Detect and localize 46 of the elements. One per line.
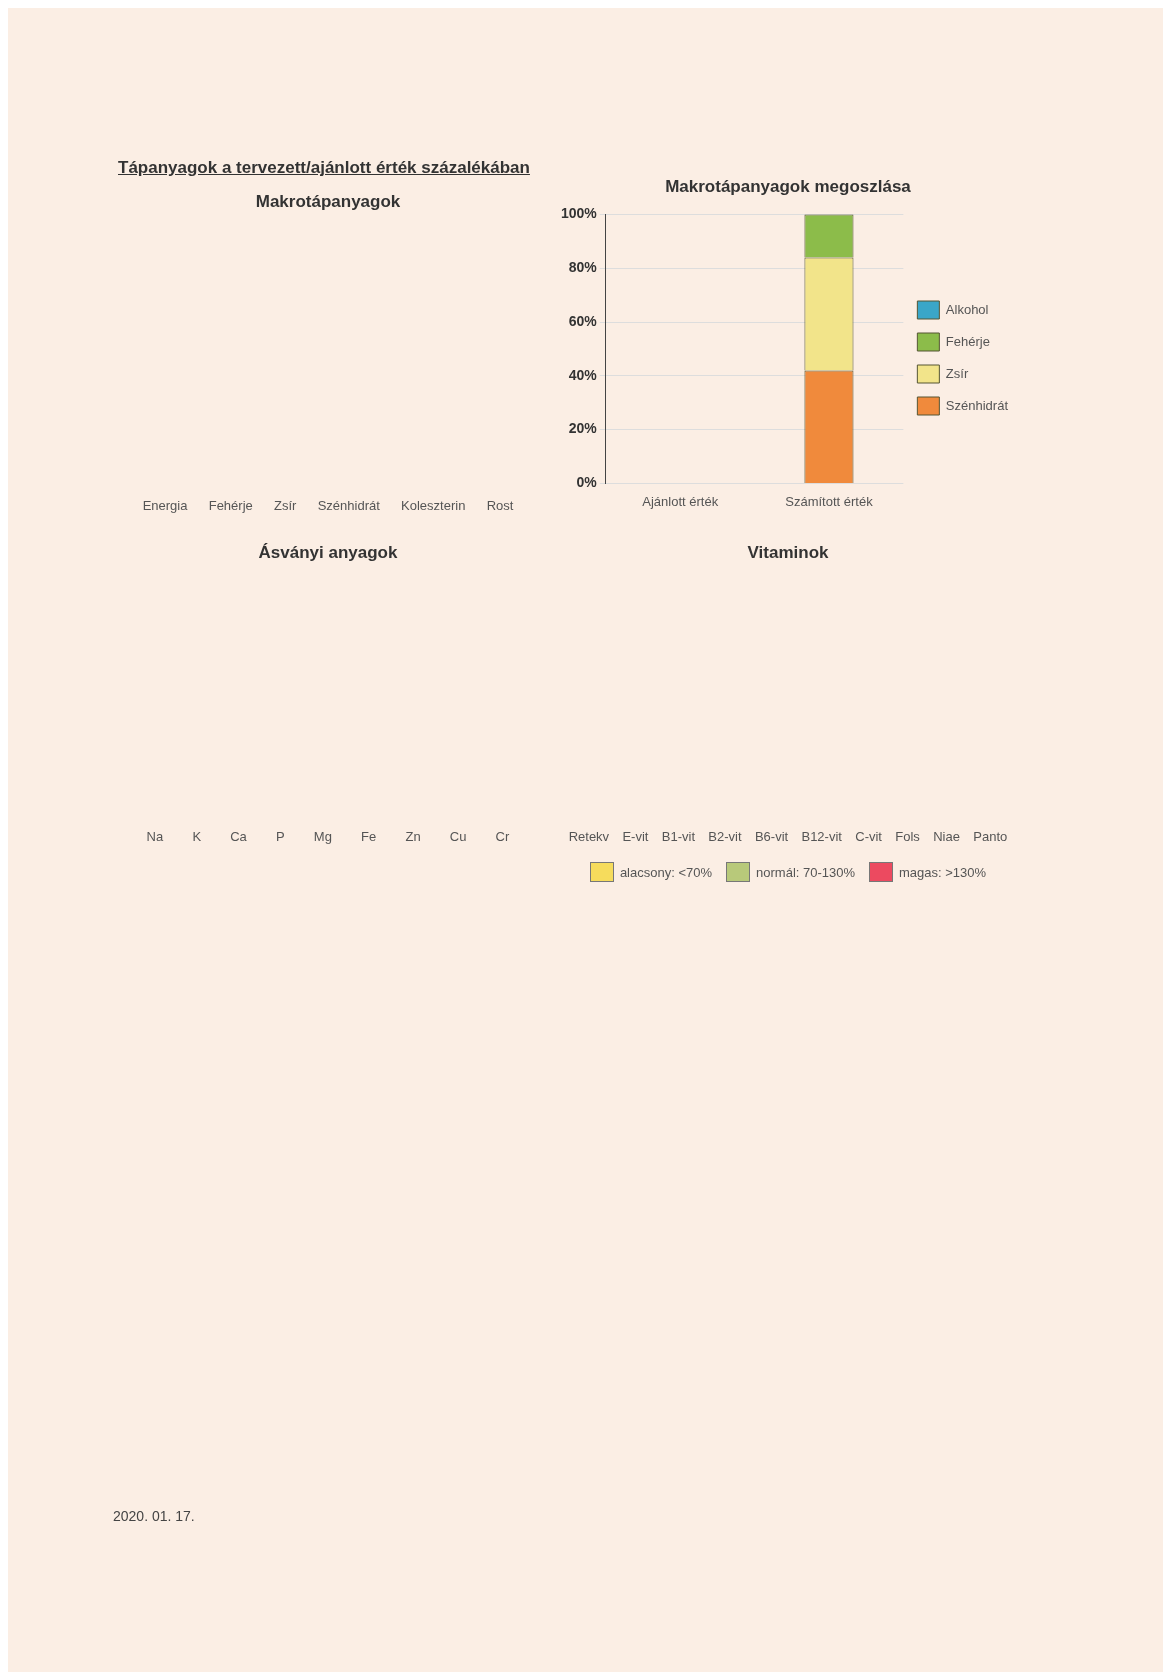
legend-label: Fehérje	[945, 333, 990, 349]
text: Makrotápanyagok	[254, 192, 402, 212]
category-label: Fe	[361, 829, 377, 844]
category-label: P	[276, 829, 285, 844]
category-label: Cu	[449, 829, 467, 844]
legend-label: magas: >130%	[899, 864, 987, 880]
category-label: K	[192, 829, 202, 844]
legend-label: Szénhidrát	[945, 397, 1009, 413]
category-label: Energia	[142, 498, 188, 513]
y-tick-label: 0%	[576, 474, 598, 491]
legend-label: alacsony: <70%	[619, 864, 713, 880]
category-label: Retekv	[568, 829, 610, 844]
category-label: Koleszterin	[401, 498, 466, 513]
category-label: B1-vit	[661, 829, 696, 844]
y-tick-label: 40%	[568, 366, 598, 383]
category-label: B6-vit	[754, 829, 789, 844]
y-tick-label: 60%	[568, 312, 598, 329]
category-label: Szénhidrát	[317, 498, 380, 513]
category-label: C-vit	[855, 829, 882, 844]
legend-label: Alkohol	[945, 301, 989, 317]
y-tick-label: 100%	[560, 205, 598, 222]
category-label: Mg	[313, 829, 332, 844]
x-tick-label: Ajánlott érték	[642, 493, 719, 509]
text: Vitaminok	[746, 543, 830, 563]
text: 2020. 01. 17.	[113, 1508, 195, 1524]
category-label: Ca	[230, 829, 247, 844]
category-label: E-vit	[622, 829, 649, 844]
category-label: Niae	[933, 829, 960, 844]
category-label: Cr	[495, 829, 510, 844]
category-label: Na	[146, 829, 164, 844]
chart-title: Makrotápanyagok megoszlása	[664, 177, 912, 197]
category-label: Fehérje	[208, 498, 253, 513]
category-label: Fols	[895, 829, 920, 844]
category-label: Panto	[973, 829, 1008, 844]
x-tick-label: Számított érték	[785, 493, 874, 509]
y-tick-label: 80%	[568, 259, 598, 276]
text: Ásványi anyagok	[257, 543, 399, 563]
category-label: Zn	[405, 829, 421, 844]
y-tick-label: 20%	[568, 420, 598, 437]
category-label: B2-vit	[708, 829, 742, 844]
legend-label: normál: 70-130%	[756, 864, 856, 880]
legend-label: Zsír	[945, 365, 969, 381]
category-label: Rost	[486, 498, 514, 513]
text: Tápanyagok a tervezett/ajánlott érték százalékában	[118, 158, 531, 178]
category-label: B12-vit	[801, 829, 842, 844]
category-label: Zsír	[274, 498, 297, 513]
